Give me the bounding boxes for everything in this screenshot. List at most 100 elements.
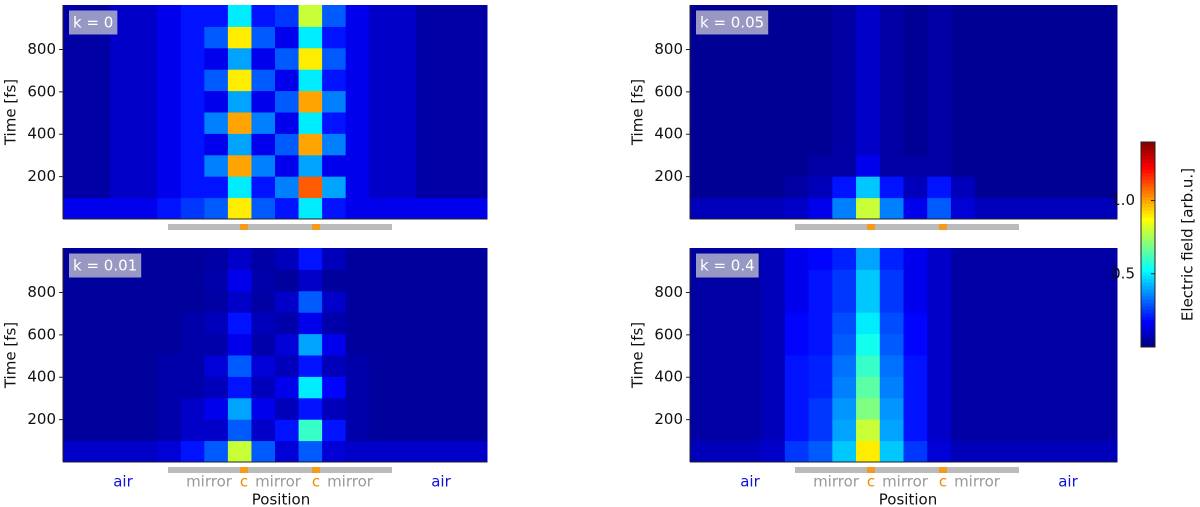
heatmap-cell <box>1022 112 1047 134</box>
colorbar-step <box>1141 186 1155 191</box>
heatmap-cell <box>690 440 715 463</box>
heatmap-cell <box>416 290 441 313</box>
heatmap-cell <box>463 440 488 463</box>
colorbar-step <box>1141 244 1155 249</box>
colorbar-step <box>1141 230 1155 235</box>
y-tick-label: 400 <box>27 125 56 143</box>
heatmap-cell <box>998 333 1023 356</box>
heatmap-cell <box>416 248 441 270</box>
mirror-bar <box>168 224 392 230</box>
heatmap-cell <box>974 248 999 270</box>
heatmap-cell <box>251 154 276 177</box>
heatmap-cell <box>86 333 111 356</box>
heatmap-cell <box>1069 419 1094 442</box>
heatmap-cell <box>463 112 488 134</box>
heatmap-cell <box>204 197 229 220</box>
heatmap-cell <box>133 419 158 442</box>
heatmap-cell <box>1022 197 1047 220</box>
heatmap-cell <box>690 69 715 92</box>
heatmap-cell <box>392 47 417 70</box>
heatmap-cell <box>251 248 276 270</box>
heatmap-cell <box>369 290 394 313</box>
y-tick-label: 200 <box>27 167 56 185</box>
heatmap-cell <box>713 90 738 113</box>
heatmap-cell <box>1069 5 1094 27</box>
heatmap-cell <box>879 26 904 49</box>
heatmap-cell <box>369 333 394 356</box>
heatmap-cell <box>251 176 276 199</box>
heatmap-cell <box>832 5 857 27</box>
colorbar-step <box>1141 241 1155 245</box>
heatmap-cell <box>345 5 370 27</box>
heatmap-cell <box>856 312 881 335</box>
colorbar-step <box>1141 268 1155 273</box>
heatmap-cell <box>439 440 464 463</box>
mirror-bar <box>795 224 1019 230</box>
heatmap-cell <box>950 312 976 335</box>
region-label: mirror <box>813 473 860 491</box>
heatmap-cell <box>204 290 229 313</box>
heatmap-cell <box>275 312 300 335</box>
heatmap-cell <box>204 333 229 356</box>
heatmap-cell <box>950 90 976 113</box>
heatmap-cell <box>439 290 464 313</box>
heatmap-cell <box>345 355 370 377</box>
heatmap-cell <box>903 248 928 270</box>
heatmap-cell <box>392 248 417 270</box>
heatmap-cell <box>298 419 323 442</box>
heatmap-cell <box>903 133 928 156</box>
heatmap-cell <box>298 69 323 92</box>
heatmap-cell <box>157 312 182 335</box>
panel-label-box <box>69 253 142 278</box>
heatmap-cell <box>227 269 252 292</box>
heatmap-cell <box>737 154 762 177</box>
heatmap-cell <box>416 440 441 463</box>
heatmap-cell <box>63 133 88 156</box>
colorbar-step <box>1141 179 1155 184</box>
heatmap-cell <box>1045 26 1071 49</box>
heatmap-cell <box>463 176 488 199</box>
heatmap-cell <box>369 197 394 220</box>
heatmap-cell <box>808 154 833 177</box>
heatmap-cell <box>204 397 229 420</box>
heatmap-cell <box>439 5 464 27</box>
heatmap-cell <box>832 154 857 177</box>
heatmap-cell <box>737 333 762 356</box>
heatmap-cell <box>322 47 347 70</box>
heatmap-cell <box>856 376 881 399</box>
heatmap-cell <box>322 69 347 92</box>
heatmap-cell <box>180 440 205 463</box>
heatmap-cell <box>784 355 810 377</box>
heatmap-cell <box>369 176 394 199</box>
heatmap-cell <box>86 133 111 156</box>
heatmap-cell <box>998 355 1023 377</box>
cavity-mark <box>312 224 320 230</box>
heatmap-cell <box>784 112 810 134</box>
heatmap-cell <box>369 69 394 92</box>
heatmap-cell <box>974 355 999 377</box>
heatmap-cell <box>86 312 111 335</box>
heatmap-cell <box>439 176 464 199</box>
heatmap-cell <box>227 290 252 313</box>
panel-label: k = 0 <box>73 14 113 32</box>
heatmap-cell <box>856 112 881 134</box>
heatmap-cell <box>298 290 323 313</box>
heatmap-cell <box>927 176 952 199</box>
heatmap-cell <box>927 376 952 399</box>
heatmap-cell <box>927 90 952 113</box>
mirror-bar <box>795 467 1019 473</box>
heatmap-cell <box>879 5 904 27</box>
heatmap-cell <box>1022 69 1047 92</box>
heatmap-cell <box>737 47 762 70</box>
heatmap-cell <box>392 269 417 292</box>
heatmap-cell <box>950 355 976 377</box>
heatmap-cell <box>1069 112 1094 134</box>
heatmap-cell <box>974 197 999 220</box>
y-axis-label: Time [fs] <box>2 79 20 146</box>
heatmap-cell <box>204 26 229 49</box>
heatmap-cell <box>157 47 182 70</box>
heatmap-cell <box>251 397 276 420</box>
colorbar-step <box>1141 155 1155 160</box>
heatmap-cell <box>322 197 347 220</box>
heatmap-cell <box>63 312 88 335</box>
